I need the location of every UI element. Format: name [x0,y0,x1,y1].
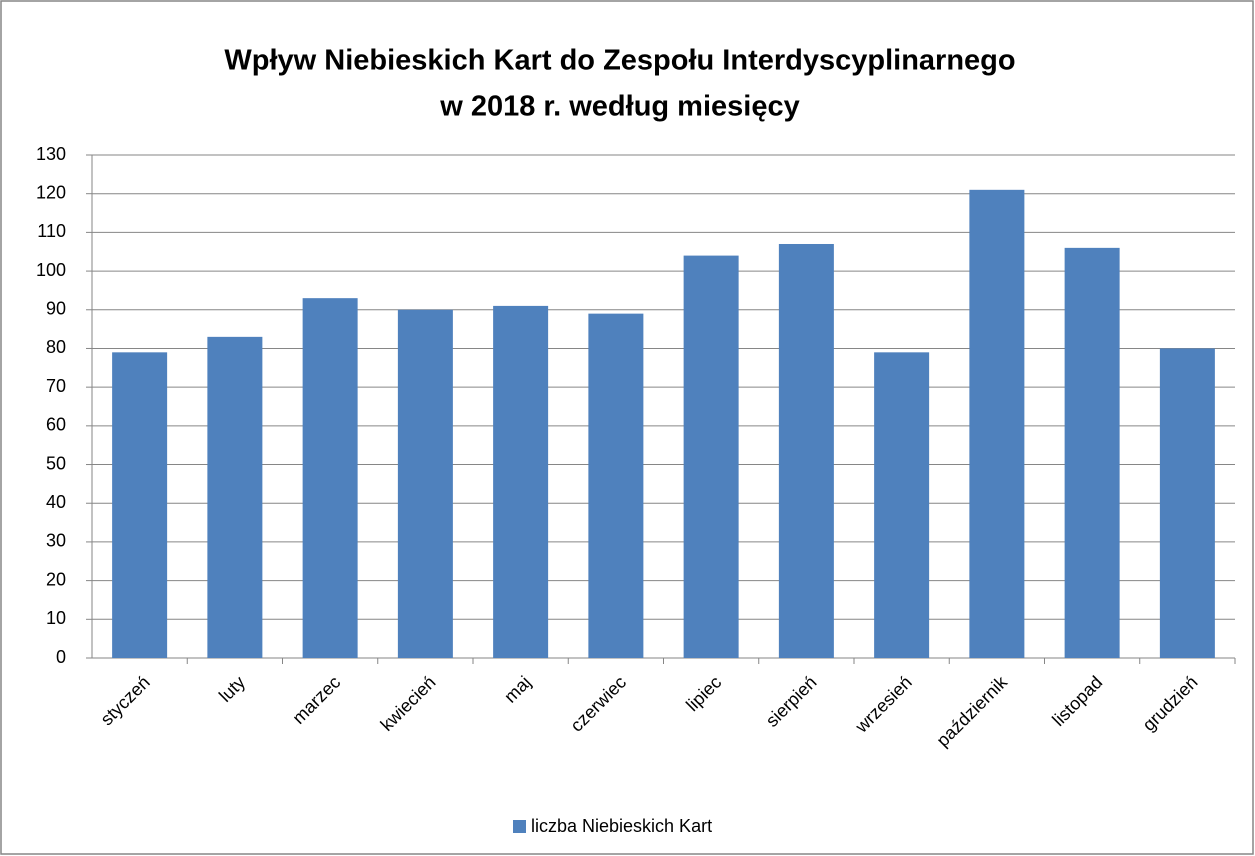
y-tick-label: 100 [36,260,66,280]
y-tick-label: 130 [36,144,66,164]
y-tick-label: 40 [46,492,66,512]
bar [207,336,263,658]
legend-label: liczba Niebieskich Kart [531,816,712,836]
chart-title: w 2018 r. według miesięcy [439,91,799,123]
bar [1064,247,1120,658]
bar [112,352,168,658]
bar [588,313,644,658]
y-tick-label: 20 [46,569,66,589]
chart-title: Wpływ Niebieskich Kart do Zespołu Interd… [224,45,1015,77]
legend-swatch [513,820,526,833]
bar [302,298,358,658]
bar [493,305,549,658]
y-tick-label: 30 [46,531,66,551]
y-tick-label: 70 [46,376,66,396]
y-tick-label: 90 [46,299,66,319]
y-tick-label: 110 [37,221,66,241]
y-tick-label: 50 [46,453,66,473]
y-tick-label: 80 [46,337,66,357]
bar [969,189,1025,659]
y-tick-label: 10 [46,608,66,628]
y-tick-label: 0 [56,647,66,667]
bar [778,243,834,658]
bar [1159,348,1215,658]
y-tick-label: 120 [36,182,66,202]
y-tick-label: 60 [46,415,66,435]
bar [874,352,930,658]
bar [683,255,739,658]
bar [397,309,453,658]
